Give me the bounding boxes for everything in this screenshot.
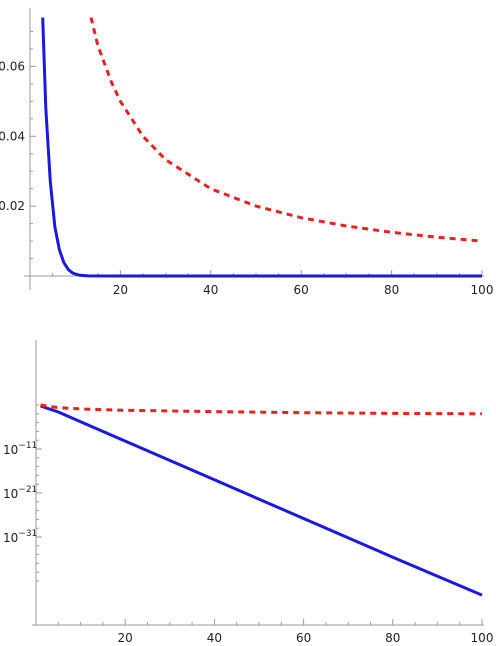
y-tick-label: 10−21 bbox=[3, 485, 37, 501]
x-tick-label: 20 bbox=[118, 631, 133, 645]
x-tick-label: 100 bbox=[471, 631, 494, 645]
plot-linear: 20 40 60 80 100 0.02 0.04 0.06 bbox=[0, 8, 493, 297]
x-tick-label: 80 bbox=[384, 283, 399, 297]
y-tick-label: 0.02 bbox=[0, 199, 25, 213]
y-tick-label: 10−31 bbox=[3, 529, 37, 545]
x-tick-label: 100 bbox=[471, 283, 494, 297]
series-dashed-line bbox=[40, 403, 483, 416]
series-dashed-line bbox=[89, 17, 483, 243]
plot-log: 20 40 60 80 100 10−11 10−21 10−31 bbox=[3, 340, 493, 645]
x-tick-label: 80 bbox=[385, 631, 400, 645]
x-tick-label: 40 bbox=[207, 631, 222, 645]
x-tick-label: 60 bbox=[294, 283, 309, 297]
x-tick-label: 20 bbox=[113, 283, 128, 297]
series-solid-line bbox=[40, 404, 483, 597]
y-tick-label: 0.06 bbox=[0, 59, 25, 73]
x-tick-label: 40 bbox=[203, 283, 218, 297]
y-tick-label: 10−11 bbox=[3, 441, 37, 457]
x-tick-label: 60 bbox=[296, 631, 311, 645]
series-solid-line bbox=[41, 17, 482, 278]
y-tick-label: 0.04 bbox=[0, 129, 25, 143]
